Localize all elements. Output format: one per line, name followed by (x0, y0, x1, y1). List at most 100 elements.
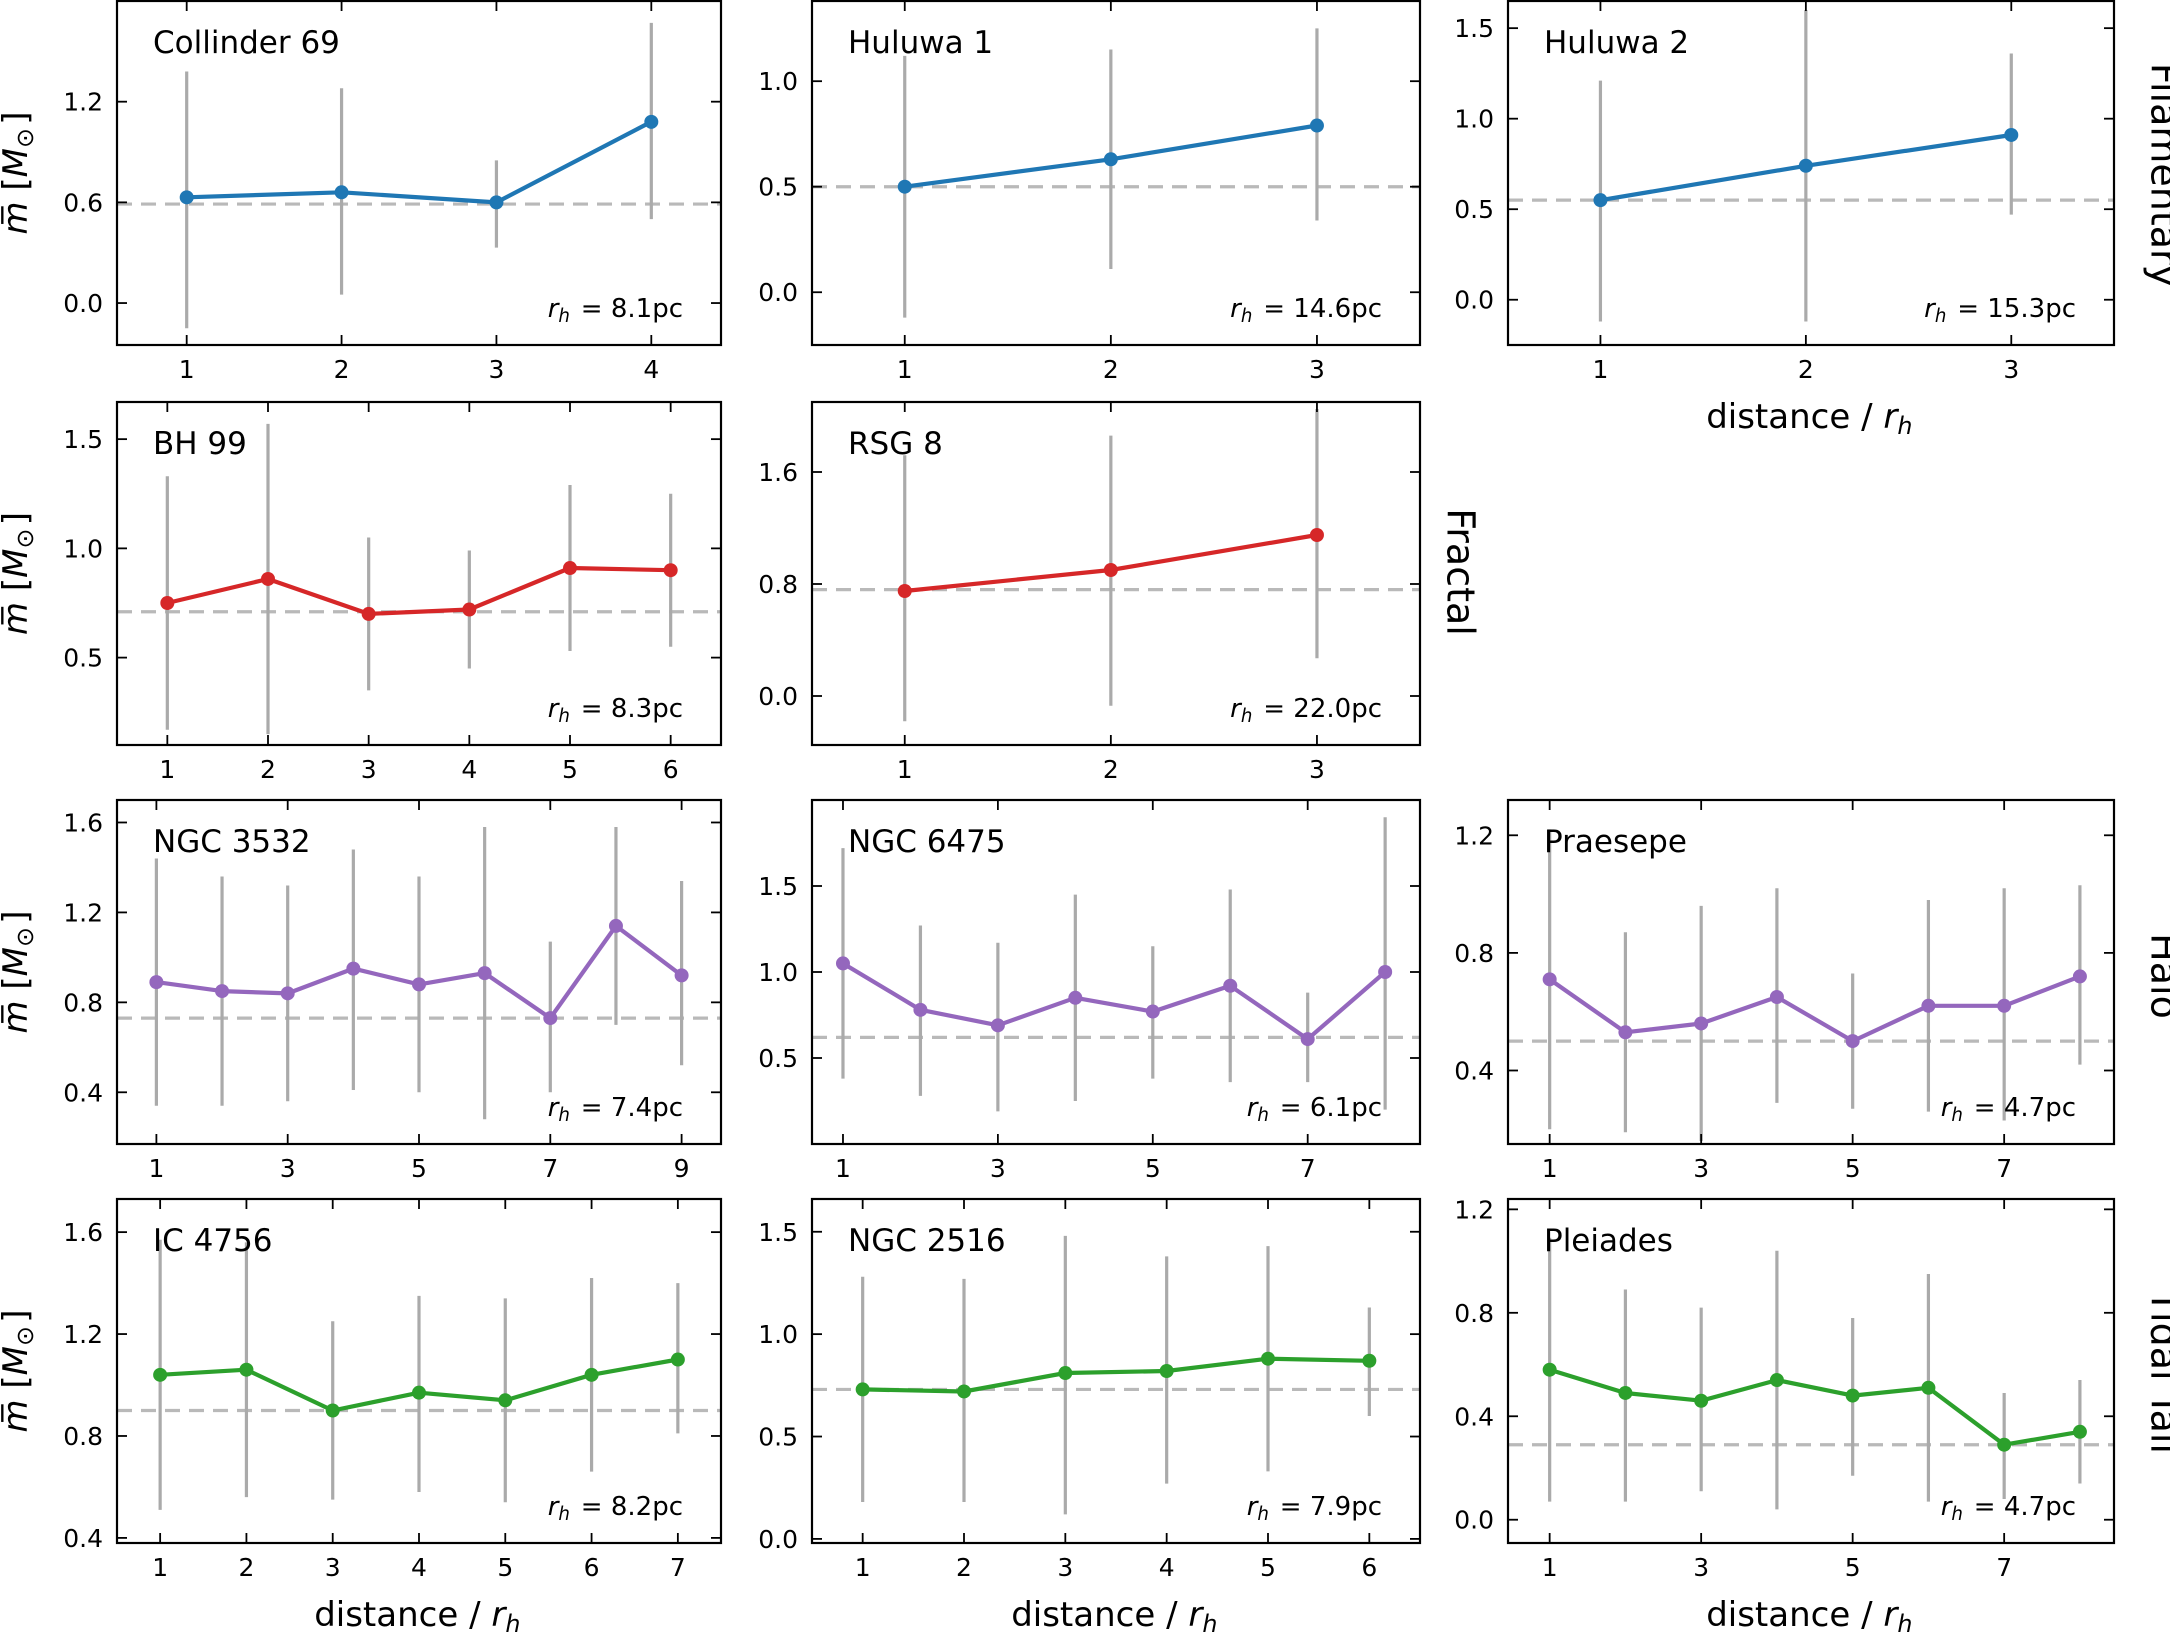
group-label-fractal: Fractal (1439, 508, 1483, 636)
panel-huluwa-1: 1 2 3 0.0 0.5 1.0 Huluwa 1 rh = 14.6pc (758, 0, 1422, 384)
x-tick-label: 5 (562, 755, 578, 784)
y-axis-label: m̅ [M⊙ ] (0, 910, 39, 1033)
data-point (1921, 998, 1936, 1013)
x-tick-label: 5 (411, 1154, 427, 1183)
axes-frame (1506, 1197, 2116, 1545)
x-tick-label: 4 (411, 1553, 427, 1582)
data-point (462, 602, 477, 617)
plot-area (1508, 1237, 2114, 1510)
data-point (584, 1367, 599, 1382)
plot-area (1508, 829, 2114, 1142)
x-tick-label: 1 (159, 755, 175, 784)
y-tick-label: 0.4 (63, 1078, 103, 1107)
y-tick-label: 0.0 (758, 1525, 798, 1554)
y-tick-label: 1.2 (1454, 821, 1494, 850)
panel-title: Collinder 69 (153, 25, 340, 61)
y-tick-label: 0.0 (1454, 286, 1494, 315)
x-tick-label: 6 (584, 1553, 600, 1582)
x-tick-label: 3 (1693, 1553, 1709, 1582)
panel-ngc-6475: 1 3 5 7 0.5 1.0 1.5 NGC 6475 rh = 6.1pc (758, 798, 1422, 1183)
data-point (1223, 978, 1238, 993)
data-point (990, 1018, 1005, 1033)
y-tick-label: 1.0 (1454, 105, 1494, 134)
panel-title: IC 4756 (153, 1223, 273, 1259)
panel-title: NGC 6475 (848, 824, 1006, 860)
panels: 1 2 3 4 0.0 0.6 1.2 Collinder 69 rh = 8.1pc m̅ [M… (0, 0, 2116, 1638)
group-label-filamentary: Filamentary (2143, 63, 2170, 287)
data-point (477, 966, 492, 981)
data-point (1300, 1032, 1315, 1047)
x-tick-label: 7 (1300, 1154, 1316, 1183)
x-tick-label: 1 (855, 1553, 871, 1582)
rh-annotation: rh = 7.9pc (1247, 1492, 1382, 1525)
data-point (1845, 1388, 1860, 1403)
data-point (412, 1385, 426, 1400)
plot-area (117, 1239, 721, 1510)
y-tick-label: 1.2 (63, 898, 103, 927)
x-tick-label: 3 (1057, 1553, 1073, 1582)
x-tick-label: 4 (461, 755, 477, 784)
data-point (563, 561, 577, 576)
data-point (1309, 118, 1324, 133)
plot-area (1508, 10, 2114, 322)
panel-title: Pleiades (1544, 1223, 1673, 1259)
data-point (1309, 528, 1324, 542)
rh-annotation: rh = 6.1pc (1247, 1093, 1382, 1126)
x-tick-label: 3 (1693, 1154, 1709, 1183)
panel-title: BH 99 (153, 426, 247, 462)
x-tick-label: 3 (2003, 355, 2019, 384)
x-tick-label: 5 (1845, 1553, 1861, 1582)
data-point (1845, 1034, 1860, 1049)
x-tick-label: 1 (897, 355, 913, 384)
x-tick-label: 1 (152, 1553, 168, 1582)
data-point (280, 986, 295, 1001)
data-point (498, 1393, 513, 1408)
plot-area (117, 423, 721, 735)
y-tick-label: 0.0 (758, 278, 798, 307)
data-point (261, 571, 275, 586)
group-labels: Filamentary Fractal Halo Tidal Tail (1439, 63, 2170, 1454)
x-tick-label: 5 (1260, 1553, 1276, 1582)
data-point (663, 563, 678, 578)
data-point (489, 195, 504, 210)
x-tick-label: 3 (325, 1553, 341, 1582)
data-point (325, 1403, 340, 1418)
x-tick-label: 7 (1996, 1154, 2012, 1183)
y-tick-label: 1.6 (758, 458, 798, 487)
rh-annotation: rh = 7.4pc (548, 1093, 683, 1126)
y-tick-label: 1.2 (63, 1320, 103, 1349)
rh-annotation: rh = 4.7pc (1941, 1492, 2076, 1525)
x-axis-label: distance / rh (1011, 1595, 1221, 1638)
y-tick-label: 1.0 (758, 67, 798, 96)
panel-collinder-69: 1 2 3 4 0.0 0.6 1.2 Collinder 69 rh = 8.1pc m̅ [M… (0, 0, 723, 384)
data-point (1145, 1004, 1160, 1019)
rh-annotation: rh = 4.7pc (1941, 1093, 2076, 1126)
x-tick-label: 2 (334, 355, 350, 384)
y-tick-label: 1.5 (758, 1218, 798, 1247)
data-point (334, 185, 349, 200)
x-tick-label: 3 (280, 1154, 296, 1183)
data-point (1921, 1380, 1936, 1395)
y-tick-label: 1.5 (1454, 14, 1494, 43)
y-tick-label: 0.8 (1454, 1299, 1494, 1328)
y-axis-label: m̅ [M⊙ ] (0, 111, 39, 234)
data-point (1618, 1025, 1633, 1040)
x-tick-label: 4 (1159, 1553, 1175, 1582)
data-point (1769, 1373, 1784, 1388)
x-tick-label: 3 (1309, 755, 1325, 784)
x-tick-label: 3 (990, 1154, 1006, 1183)
rh-annotation: rh = 15.3pc (1924, 294, 2076, 327)
data-point (1378, 965, 1393, 979)
axes-frame (810, 400, 1422, 747)
group-label-tidal-tail: Tidal Tail (2143, 1289, 2170, 1454)
y-tick-label: 0.0 (1454, 1506, 1494, 1535)
x-tick-label: 7 (542, 1154, 558, 1183)
data-point (855, 1382, 870, 1397)
y-tick-label: 0.4 (1454, 1056, 1494, 1085)
data-point (1159, 1364, 1174, 1378)
data-point (1618, 1385, 1633, 1400)
plot-area (812, 409, 1420, 722)
axes-frame (115, 0, 723, 347)
x-tick-label: 5 (1145, 1154, 1161, 1183)
plot-area (117, 22, 721, 329)
